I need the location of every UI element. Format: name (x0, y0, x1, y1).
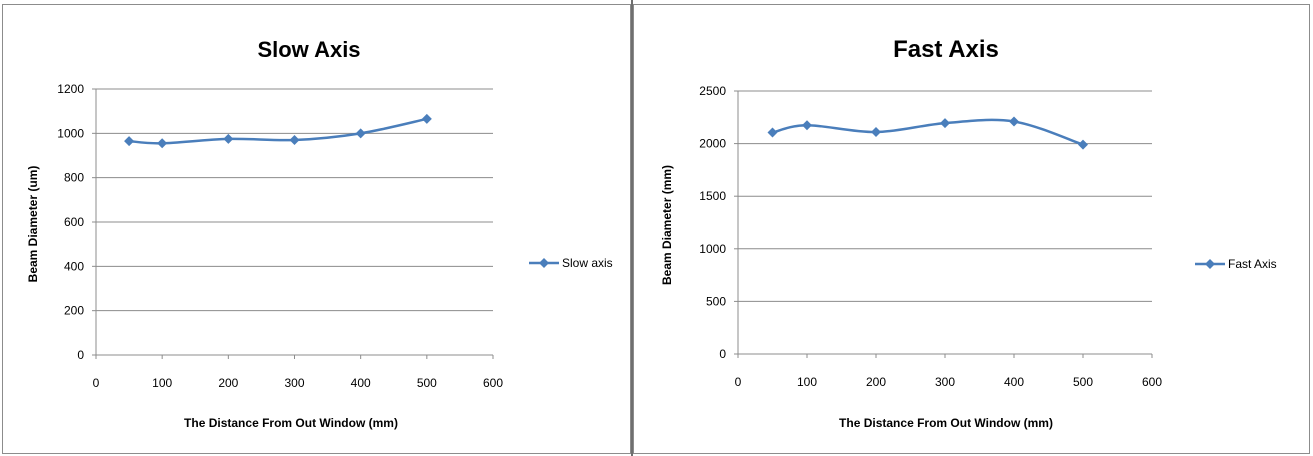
y-tick-label: 0 (77, 348, 84, 362)
y-axis-title: Beam Diameter (mm) (660, 165, 674, 285)
y-tick-label: 600 (64, 215, 84, 229)
x-axis-title: The Distance From Out Window (mm) (184, 416, 398, 430)
y-tick-label: 2500 (699, 84, 726, 98)
data-point (1078, 139, 1088, 150)
y-axis-title: Beam Diameter (um) (26, 166, 40, 283)
data-point (157, 138, 168, 149)
y-tick-label: 1500 (699, 189, 726, 203)
x-tick-label: 400 (1004, 375, 1024, 389)
slow-axis-chart-panel: Slow Axis Beam Diameter (um) The Distanc… (2, 4, 631, 454)
data-point (421, 113, 432, 124)
panel-divider (631, 0, 633, 456)
x-tick-label: 0 (735, 375, 742, 389)
fast-axis-chart: Fast Axis Beam Diameter (mm) The Distanc… (660, 36, 1277, 430)
chart-title: Slow Axis (257, 37, 360, 62)
legend-marker (539, 258, 549, 268)
y-tick-label: 400 (64, 259, 84, 273)
legend-label: Fast Axis (1228, 257, 1277, 271)
x-tick-label: 400 (351, 376, 371, 390)
x-tick-label: 500 (417, 376, 437, 390)
x-tick-label: 600 (1142, 375, 1162, 389)
data-point (940, 118, 950, 129)
x-tick-label: 200 (866, 375, 886, 389)
y-tick-label: 2000 (699, 137, 726, 151)
y-tick-label: 1000 (699, 242, 726, 256)
x-tick-label: 300 (284, 376, 304, 390)
x-tick-label: 500 (1073, 375, 1093, 389)
data-point (871, 127, 881, 138)
y-tick-label: 0 (719, 347, 726, 361)
data-point (289, 134, 300, 145)
x-tick-label: 100 (797, 375, 817, 389)
data-point (223, 133, 234, 144)
data-point (124, 136, 135, 147)
data-point (767, 127, 778, 138)
slow-axis-chart: Slow Axis Beam Diameter (um) The Distanc… (26, 37, 613, 430)
chart-title: Fast Axis (893, 36, 999, 63)
x-tick-label: 0 (93, 376, 100, 390)
data-point (1009, 116, 1019, 127)
series-line (128, 117, 428, 145)
data-point (355, 128, 366, 139)
y-tick-label: 1200 (57, 82, 84, 96)
x-axis-title: The Distance From Out Window (mm) (839, 416, 1053, 430)
data-point (802, 120, 812, 131)
legend: Slow axis (529, 256, 613, 270)
y-tick-label: 200 (64, 304, 84, 318)
fast-axis-chart-panel: Fast Axis Beam Diameter (mm) The Distanc… (633, 4, 1310, 454)
y-tick-label: 800 (64, 171, 84, 185)
legend-marker (1205, 259, 1215, 269)
series-line (772, 118, 1084, 146)
x-tick-label: 600 (483, 376, 503, 390)
x-tick-label: 100 (152, 376, 172, 390)
y-tick-label: 1000 (57, 126, 84, 140)
legend-label: Slow axis (562, 256, 613, 270)
x-tick-label: 200 (218, 376, 238, 390)
legend: Fast Axis (1195, 257, 1277, 271)
y-tick-label: 500 (706, 294, 726, 308)
x-tick-label: 300 (935, 375, 955, 389)
